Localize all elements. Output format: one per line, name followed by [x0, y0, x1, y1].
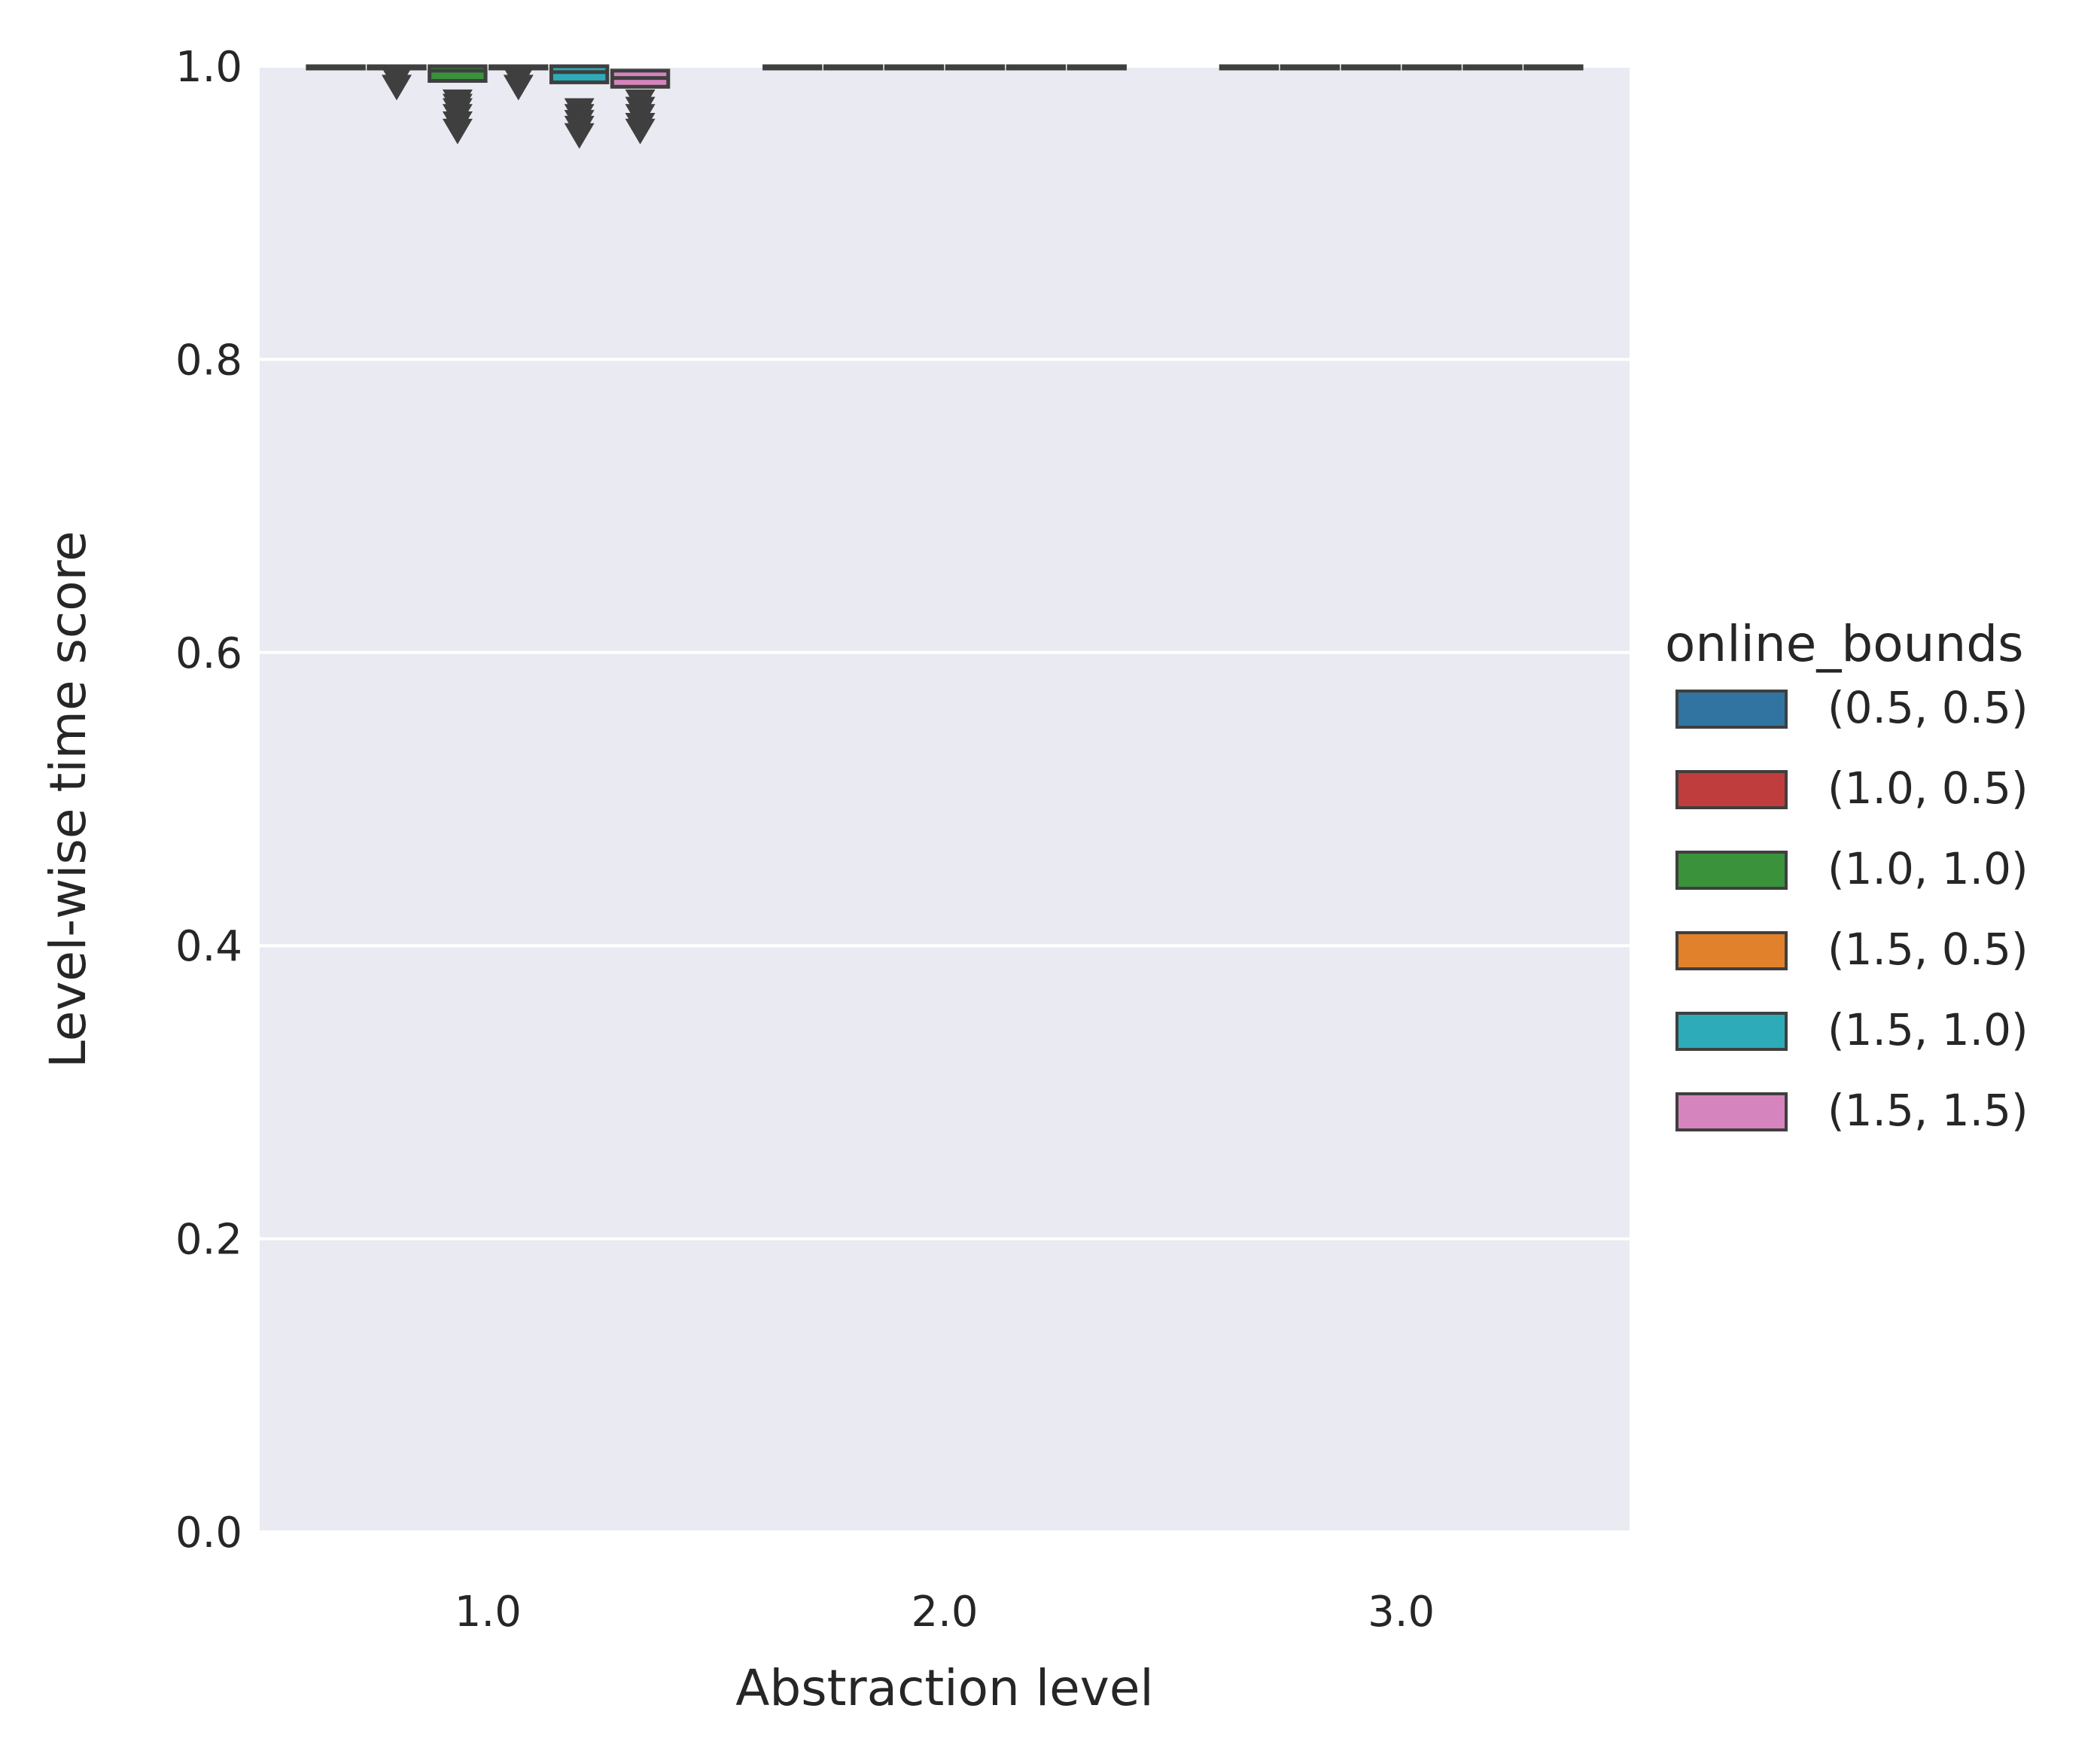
plot-background: [260, 66, 1630, 1532]
outlier-marker: [564, 123, 595, 149]
legend-swatch: [1675, 851, 1788, 890]
y-tick-label: 0.0: [175, 1509, 242, 1558]
outlier-marker: [382, 75, 412, 101]
y-tick-label: 0.2: [175, 1216, 242, 1265]
legend-swatch: [1675, 931, 1788, 970]
y-tick-label: 0.6: [175, 629, 242, 678]
y-tick-labels: 0.0 0.2 0.4 0.6 0.8 1.0: [175, 43, 242, 1558]
outlier-marker: [625, 118, 656, 145]
legend-title: online_bounds: [1665, 615, 2024, 673]
legend-swatch: [1675, 1092, 1788, 1131]
legend-entry-label: (1.5, 1.5): [1828, 1085, 2028, 1136]
x-tick-label: 1.0: [455, 1588, 522, 1637]
x-axis-label: Abstraction level: [735, 1659, 1154, 1717]
y-tick-label: 0.4: [175, 922, 242, 971]
box: [428, 64, 488, 83]
legend-swatch: [1675, 690, 1788, 729]
y-tick-label: 0.8: [175, 336, 242, 385]
legend-swatch: [1675, 770, 1788, 809]
legend-swatch: [1675, 1012, 1788, 1051]
legend-entry-label: (1.0, 1.0): [1828, 843, 2028, 894]
y-axis-label: Level-wise time score: [39, 531, 97, 1068]
x-tick-label: 2.0: [911, 1588, 978, 1637]
x-tick-label: 3.0: [1368, 1588, 1435, 1637]
outlier-marker: [442, 118, 473, 145]
legend-entry-label: (0.5, 0.5): [1828, 682, 2028, 733]
x-tick-labels: 1.0 2.0 3.0: [455, 1588, 1435, 1637]
boxes: [306, 64, 1584, 149]
outlier-marker: [503, 75, 534, 101]
grid-lines: [260, 65, 1630, 1533]
y-tick-label: 1.0: [175, 43, 242, 92]
box: [549, 64, 610, 84]
legend-entry-label: (1.5, 0.5): [1828, 924, 2028, 975]
legend: online_bounds (0.5, 0.5) (1.0, 0.5) (1.0, …: [1665, 615, 2028, 1136]
legend-entry-label: (1.5, 1.0): [1828, 1004, 2028, 1055]
legend-entry-label: (1.0, 0.5): [1828, 763, 2028, 814]
